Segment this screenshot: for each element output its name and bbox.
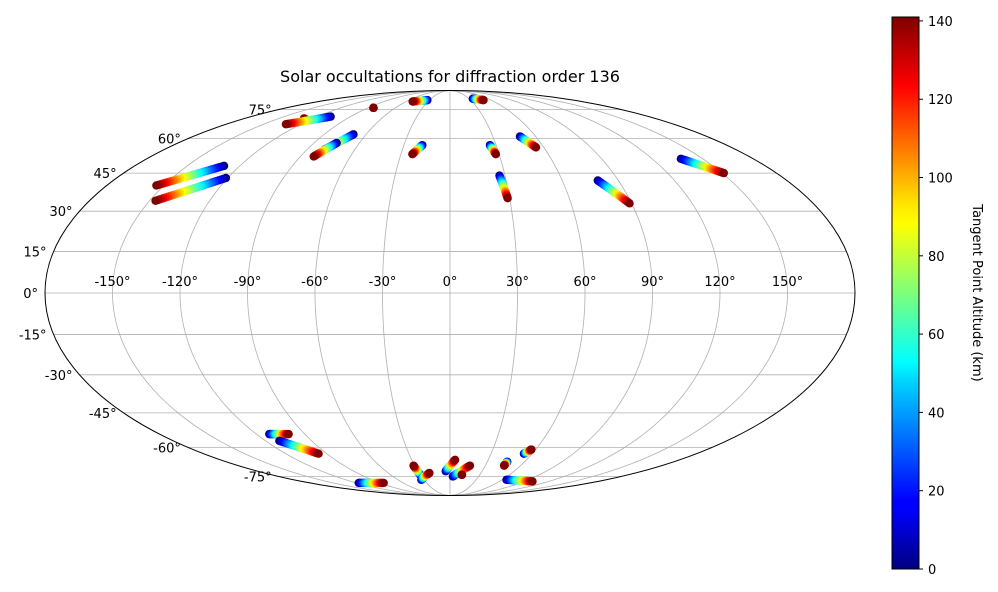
meridian-gridline xyxy=(382,90,451,496)
occultation-point xyxy=(499,461,509,470)
occultation-track xyxy=(369,103,378,113)
longitude-tick-labels: -150° -120° -90° -60° -30° 0° 30° 60° 90° 120° 150… xyxy=(94,275,803,290)
latitude-tick-label: 60° xyxy=(158,133,181,148)
occultation-track xyxy=(485,140,501,159)
meridian-gridline xyxy=(449,90,721,496)
occultation-point xyxy=(465,461,475,470)
occultation-point xyxy=(152,181,161,190)
latitude-tick-label: -60° xyxy=(153,441,181,456)
occultation-track xyxy=(593,176,634,208)
occultation-track xyxy=(502,475,537,486)
latitude-tick-label: 0° xyxy=(23,287,38,302)
longitude-tick-label: 30° xyxy=(506,275,529,290)
map-boundary xyxy=(44,90,856,496)
colorbar-ticks: 0 20 40 60 80 100 120 140 xyxy=(919,15,953,578)
occultation-track xyxy=(499,457,512,470)
longitude-tick-label: 90° xyxy=(641,275,664,290)
occultation-track xyxy=(468,94,488,105)
latitude-tick-label: 75° xyxy=(249,104,272,119)
occultation-points xyxy=(151,94,729,488)
occultation-point xyxy=(625,199,634,208)
occultation-track xyxy=(417,468,434,484)
meridian-gridline xyxy=(449,90,653,496)
occultation-track xyxy=(151,173,231,205)
colorbar-tick-label: 80 xyxy=(928,250,945,265)
occultation-point xyxy=(527,445,536,454)
latitude-tick-label: 45° xyxy=(94,167,117,182)
longitude-tick-label: 60° xyxy=(573,275,596,290)
latitude-tick-label: 15° xyxy=(24,246,47,261)
colorbar-tick-label: 40 xyxy=(928,406,945,421)
meridian-gridline xyxy=(449,90,788,496)
longitude-tick-label: 150° xyxy=(772,275,803,290)
colorbar-gradient xyxy=(891,16,920,570)
longitude-tick-label: -120° xyxy=(162,275,198,290)
occultation-track xyxy=(309,138,341,161)
occultation-point xyxy=(409,461,418,470)
longitude-tick-label: -90° xyxy=(234,275,262,290)
occultation-track xyxy=(275,436,323,458)
occultation-track xyxy=(457,470,467,479)
occultation-track xyxy=(495,171,512,203)
occultation-point xyxy=(457,470,467,479)
colorbar-tick-label: 0 xyxy=(928,563,936,578)
occultation-point xyxy=(309,152,318,161)
occultation-point xyxy=(408,97,417,106)
occultation-point xyxy=(281,120,291,129)
colorbar-tick-label: 20 xyxy=(928,485,945,500)
occultation-point xyxy=(479,95,488,105)
occultation-track xyxy=(515,132,541,152)
colorbar-tick-label: 120 xyxy=(928,93,953,108)
meridian-gridline xyxy=(449,90,586,496)
latitude-tick-label: -15° xyxy=(19,328,47,343)
occultation-point xyxy=(719,168,729,178)
meridian-gridline xyxy=(247,90,451,496)
occultation-track xyxy=(281,112,335,129)
chart-title: Solar occultations for diffraction order… xyxy=(280,67,620,86)
occultation-point xyxy=(284,429,293,439)
colorbar: 0 20 40 60 80 100 120 140 Tangent Point Altitud… xyxy=(891,15,984,578)
colorbar-tick-label: 140 xyxy=(928,15,953,30)
occultation-point xyxy=(503,193,512,203)
occultation-point xyxy=(379,478,388,488)
occultation-track xyxy=(519,445,536,458)
occultation-track xyxy=(409,461,425,479)
meridian-gridline xyxy=(314,90,451,496)
occultation-track xyxy=(265,429,293,439)
occultation-point xyxy=(450,455,460,464)
occultation-track xyxy=(408,140,427,159)
latitude-tick-label: -30° xyxy=(45,369,73,384)
occultation-track xyxy=(441,455,460,476)
occultation-point xyxy=(528,477,537,486)
meridian-gridline xyxy=(449,90,518,496)
occultation-point xyxy=(314,449,323,458)
map-gridlines xyxy=(45,90,855,496)
latitude-tick-label: 30° xyxy=(49,205,72,220)
longitude-tick-label: 120° xyxy=(704,275,735,290)
occultation-point xyxy=(491,149,501,159)
occultation-point xyxy=(151,196,160,205)
occultation-point xyxy=(425,468,434,478)
occultation-track xyxy=(408,95,432,106)
latitude-tick-labels: 75° 60° 45° 30° 15° 0° -15° -30° -45° -60° -75° xyxy=(19,104,272,486)
longitude-tick-label: -150° xyxy=(94,275,130,290)
meridian-gridline xyxy=(179,90,451,496)
colorbar-tick-label: 60 xyxy=(928,328,945,343)
colorbar-tick-label: 100 xyxy=(928,172,953,187)
occultation-track xyxy=(152,161,229,190)
latitude-tick-label: -75° xyxy=(244,470,272,485)
latitude-tick-label: -45° xyxy=(89,407,117,422)
occultation-point xyxy=(408,149,417,159)
longitude-tick-label: -30° xyxy=(369,275,397,290)
occultation-track xyxy=(354,478,388,488)
occultation-track xyxy=(676,154,729,178)
occultation-point xyxy=(369,103,378,113)
longitude-tick-label: -60° xyxy=(301,275,329,290)
meridian-gridline xyxy=(112,90,451,496)
colorbar-label: Tangent Point Altitude (km) xyxy=(969,203,984,381)
longitude-tick-label: 0° xyxy=(443,275,458,290)
occultation-point xyxy=(531,143,541,152)
